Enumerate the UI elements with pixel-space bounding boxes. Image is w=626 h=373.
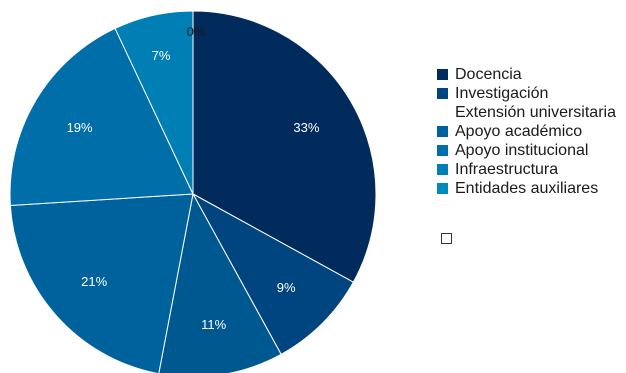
- legend-swatch-3: [437, 126, 448, 137]
- slice-label-1: 9%: [277, 280, 296, 295]
- slice-label-6: 0%: [187, 24, 206, 39]
- legend-label-5: Infraestructura: [455, 161, 559, 178]
- legend-item-6: Entidades auxiliares: [437, 179, 616, 198]
- pie-slice-3: [9, 193, 194, 373]
- legend-label-1: Investigación: [455, 85, 549, 102]
- legend-swatch-4: [437, 145, 448, 156]
- legend-label-2: Extensión universitaria: [455, 104, 616, 121]
- legend-swatch-1: [437, 88, 448, 99]
- legend-swatch-0: [437, 69, 448, 80]
- slice-label-5: 7%: [152, 48, 171, 63]
- slice-label-4: 19%: [67, 120, 93, 135]
- slice-label-0: 33%: [293, 120, 319, 135]
- legend-item-4: Apoyo institucional: [437, 141, 616, 160]
- legend-label-0: Docencia: [455, 66, 522, 83]
- pie-slice-4: [9, 27, 194, 207]
- legend-label-6: Entidades auxiliares: [455, 180, 599, 197]
- legend-item-2: Extensión universitaria: [437, 103, 616, 122]
- pie-slice-1: [191, 192, 355, 356]
- legend-label-4: Apoyo institucional: [455, 142, 589, 159]
- chart-legend: Docencia Investigación Extensión universit…: [437, 65, 616, 198]
- legend-label-3: Apoyo académico: [455, 123, 583, 140]
- pie-slice-5: [114, 10, 194, 195]
- slice-label-2: 11%: [201, 317, 226, 332]
- legend-swatch-5: [437, 164, 448, 175]
- legend-item-1: Investigación: [437, 84, 616, 103]
- pie-slice-2: [158, 192, 282, 373]
- empty-legend-checkbox-icon: [441, 233, 452, 244]
- pie-slice-0: [192, 10, 377, 283]
- legend-item-0: Docencia: [437, 65, 616, 84]
- legend-item-5: Infraestructura: [437, 160, 616, 179]
- slice-label-3: 21%: [81, 274, 107, 289]
- legend-item-3: Apoyo académico: [437, 122, 616, 141]
- legend-swatch-6: [437, 183, 448, 194]
